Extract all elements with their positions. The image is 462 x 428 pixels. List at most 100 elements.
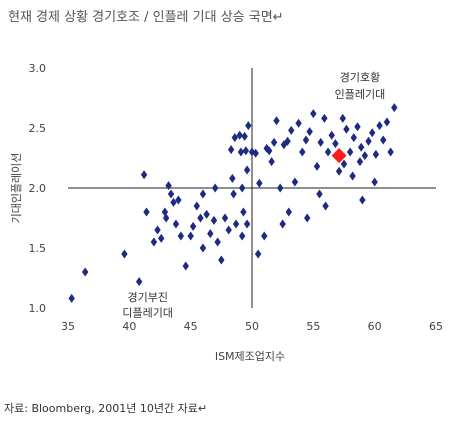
data-point xyxy=(339,113,346,123)
data-point xyxy=(302,135,310,145)
data-point xyxy=(187,231,194,241)
data-point xyxy=(365,136,372,146)
data-point xyxy=(248,147,256,157)
data-point xyxy=(316,189,323,199)
x-tick-label: 45 xyxy=(184,320,198,333)
x-tick-label: 55 xyxy=(306,320,320,333)
data-point xyxy=(332,139,339,149)
data-point xyxy=(306,127,313,137)
y-tick-label: 1.5 xyxy=(29,242,47,255)
data-point xyxy=(207,229,214,239)
data-point xyxy=(261,231,268,241)
data-point xyxy=(243,219,251,229)
y-tick-label: 1.0 xyxy=(29,302,47,315)
data-point xyxy=(270,137,278,147)
plot-area xyxy=(68,68,436,308)
data-point xyxy=(256,178,263,188)
data-point xyxy=(230,189,237,199)
data-point xyxy=(238,183,246,193)
data-point xyxy=(197,213,204,223)
data-point xyxy=(322,201,329,211)
data-point xyxy=(241,131,248,141)
data-point xyxy=(199,189,207,199)
data-point xyxy=(221,213,229,223)
data-point xyxy=(288,125,295,135)
data-point xyxy=(273,116,280,126)
data-point xyxy=(232,219,240,229)
x-tick-label: 50 xyxy=(245,320,259,333)
data-point xyxy=(254,249,262,259)
data-point xyxy=(279,219,286,229)
data-point xyxy=(227,145,235,155)
y-tick-label: 2.0 xyxy=(29,182,47,195)
data-point xyxy=(357,142,365,152)
data-point xyxy=(343,124,350,134)
x-tick-label: 65 xyxy=(429,320,443,333)
data-point xyxy=(361,151,369,161)
data-point xyxy=(310,109,317,119)
data-point xyxy=(203,209,210,219)
data-point xyxy=(295,118,302,128)
data-point xyxy=(210,215,218,225)
data-point xyxy=(135,277,143,287)
data-point xyxy=(238,231,246,241)
chart-title: 현재 경제 상황 경기호조 / 인플레 기대 상승 국면↵ xyxy=(8,10,284,25)
y-tick-label: 2.5 xyxy=(29,122,47,135)
data-point xyxy=(304,213,311,223)
data-point xyxy=(321,113,328,123)
data-point xyxy=(225,225,232,235)
data-point xyxy=(68,293,75,303)
data-point xyxy=(162,213,170,223)
data-point xyxy=(240,207,247,217)
data-point xyxy=(158,233,165,243)
x-tick-label: 35 xyxy=(61,320,75,333)
data-point xyxy=(143,207,150,217)
data-point xyxy=(335,166,343,176)
data-point xyxy=(299,147,306,157)
x-axis-label: ISM제조업지수 xyxy=(215,350,285,363)
annotation-label: 경기부진 xyxy=(127,291,167,304)
data-point xyxy=(231,133,239,143)
data-point xyxy=(391,103,398,113)
data-point xyxy=(265,146,273,156)
data-point xyxy=(383,117,391,127)
data-point xyxy=(154,225,161,235)
data-point xyxy=(285,207,292,217)
data-point xyxy=(317,137,324,147)
data-point xyxy=(81,267,89,277)
annotation-label: 디플레기대 xyxy=(122,306,173,319)
data-point xyxy=(340,159,348,169)
data-point xyxy=(218,255,225,265)
data-point xyxy=(212,183,219,193)
data-point xyxy=(252,148,259,158)
data-point xyxy=(371,177,378,187)
data-point xyxy=(242,146,250,156)
data-point xyxy=(350,133,358,143)
data-point xyxy=(356,157,364,167)
data-point xyxy=(121,249,128,259)
source-note: 자료: Bloomberg, 2001년 10년간 자료↵ xyxy=(4,402,208,415)
data-point xyxy=(359,195,366,205)
data-point xyxy=(376,121,383,131)
data-point xyxy=(167,189,175,199)
data-point xyxy=(277,183,284,193)
data-point xyxy=(193,201,200,211)
data-point xyxy=(346,147,354,157)
data-point xyxy=(229,173,236,183)
data-point xyxy=(170,197,177,207)
data-point xyxy=(313,161,321,171)
data-point xyxy=(387,147,394,157)
data-point xyxy=(324,147,332,157)
data-points xyxy=(68,103,398,303)
annotation-label: 인플레기대 xyxy=(335,88,386,101)
y-tick-label: 3.0 xyxy=(29,62,47,75)
data-point xyxy=(328,130,335,140)
data-point xyxy=(354,122,361,132)
data-point xyxy=(165,181,172,191)
data-point xyxy=(243,165,251,175)
data-point xyxy=(380,135,387,145)
data-point xyxy=(372,149,380,159)
data-point xyxy=(236,130,243,140)
x-tick-label: 60 xyxy=(368,320,382,333)
data-point xyxy=(177,231,185,241)
